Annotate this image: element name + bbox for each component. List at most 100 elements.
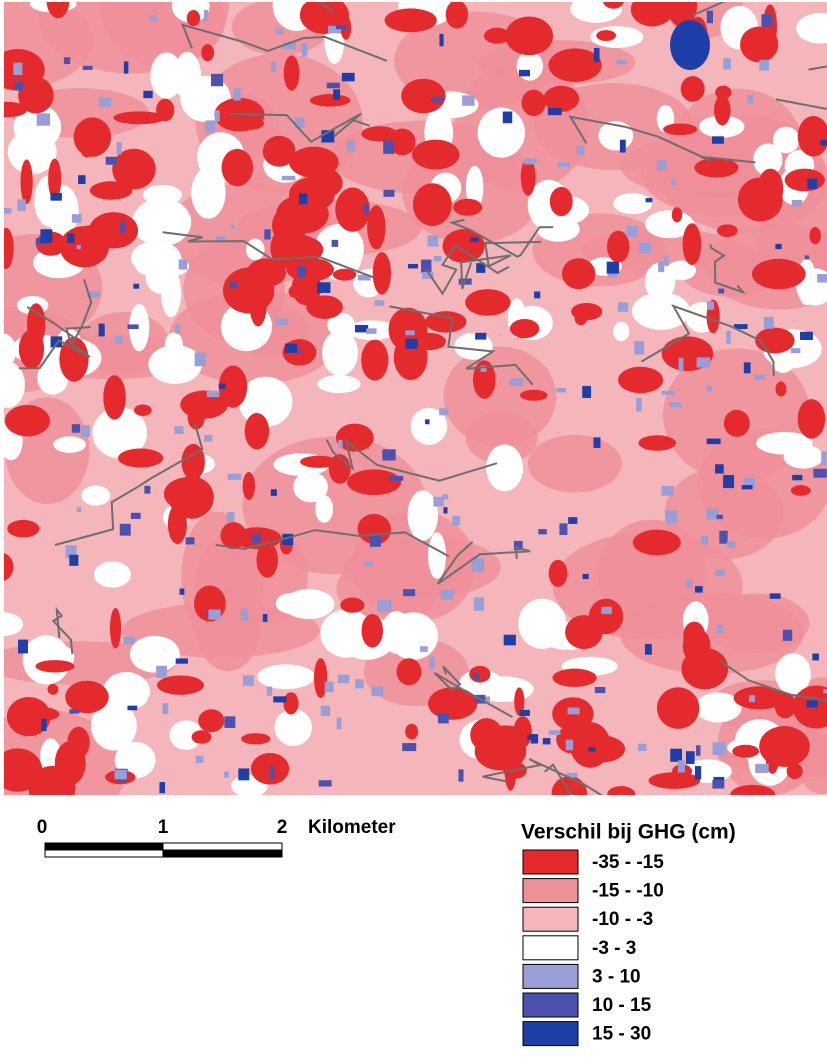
map-patch — [271, 489, 277, 496]
map-patch — [697, 357, 711, 367]
map-patch — [69, 709, 79, 714]
map-patch — [245, 413, 269, 449]
map-patch — [823, 689, 827, 693]
map-patch — [338, 440, 342, 448]
map-patch — [712, 780, 724, 789]
map-patch — [40, 229, 52, 243]
map-patch — [273, 696, 286, 702]
map-patch — [15, 82, 23, 91]
legend-label: -3 - 3 — [592, 938, 636, 959]
map-patch — [18, 640, 28, 654]
map-patch — [757, 169, 783, 209]
map-patch — [402, 743, 416, 751]
map-patch — [618, 367, 663, 393]
map-patch — [143, 91, 152, 98]
map-patch — [433, 497, 443, 507]
map-patch — [707, 11, 713, 24]
map-patch — [282, 176, 295, 180]
map-patch — [534, 291, 540, 298]
map-patch — [770, 593, 781, 598]
map-patch — [712, 136, 724, 143]
map-patch — [478, 108, 525, 158]
map-patch — [362, 614, 383, 648]
map-patch — [821, 452, 826, 466]
map-patch — [715, 464, 724, 473]
map-patch — [65, 681, 109, 714]
map-patch — [695, 586, 703, 592]
map-patch — [74, 225, 114, 241]
map-patch — [791, 348, 801, 353]
map-patch — [275, 319, 288, 326]
map-patch — [5, 405, 50, 436]
map-patch — [81, 425, 90, 437]
map-patch — [810, 227, 821, 244]
map-patch — [231, 225, 235, 229]
map-patch — [347, 141, 355, 152]
map-patch — [355, 325, 368, 332]
map-patch — [77, 245, 81, 249]
map-patch — [99, 98, 111, 107]
map-patch — [157, 675, 204, 694]
map-patch — [744, 362, 751, 373]
map-patch — [717, 224, 738, 237]
map-patch — [180, 589, 185, 595]
map-patch — [378, 600, 392, 612]
map-patch — [7, 520, 39, 537]
map-patch — [270, 766, 274, 779]
map-patch — [176, 658, 188, 663]
map-patch — [283, 692, 298, 714]
map-patch — [275, 28, 284, 34]
map-patch — [639, 242, 651, 253]
map-patch — [752, 259, 806, 289]
map-patch — [749, 695, 755, 702]
map-patch — [715, 570, 725, 576]
map-patch — [276, 593, 307, 614]
map-patch — [389, 476, 403, 481]
map-patch — [263, 614, 268, 622]
map-patch — [413, 183, 452, 226]
map-patch — [13, 63, 22, 75]
map-patch — [412, 140, 459, 170]
map-patch — [161, 269, 181, 317]
map-patch — [55, 741, 86, 785]
map-patch — [207, 391, 219, 397]
map-patch — [53, 436, 86, 453]
map-patch — [292, 270, 322, 305]
map-patch — [549, 560, 568, 587]
map-patch — [761, 14, 772, 26]
map-patch — [524, 159, 537, 165]
map-patch — [405, 724, 418, 740]
map-patch — [657, 687, 699, 729]
map-patch — [672, 179, 676, 185]
map-patch — [462, 95, 474, 105]
map-patch — [251, 753, 289, 785]
map-patch — [299, 193, 307, 204]
map-patch — [275, 709, 312, 746]
map-patch — [332, 240, 339, 247]
map-patch — [707, 439, 721, 445]
map-patch — [527, 735, 531, 740]
map-patch — [256, 543, 277, 578]
map-patch — [79, 126, 95, 158]
legend: Verschil bij GHG (cm) -35 - -15-15 - -10… — [521, 821, 736, 1046]
map-patch — [439, 34, 443, 46]
map-patch — [168, 504, 187, 544]
map-patch — [557, 162, 570, 167]
map-patch — [162, 703, 168, 714]
map-patch — [241, 609, 248, 621]
legend-swatch — [523, 907, 578, 931]
page: 0 1 2 Kilometer Verschil bij GHG (cm) -3… — [0, 0, 827, 1058]
map-patch — [601, 607, 611, 614]
map-patch — [385, 8, 437, 32]
map-patch — [718, 289, 724, 294]
map-patch — [134, 404, 152, 415]
map-patch — [566, 740, 573, 751]
map-patch — [370, 535, 381, 547]
map-patch — [613, 193, 652, 214]
map-patch — [224, 772, 229, 778]
map-patch — [405, 339, 417, 349]
map-patch — [775, 692, 796, 718]
map-patch — [201, 44, 214, 61]
map-patch — [198, 709, 224, 732]
map-patch — [792, 200, 802, 206]
